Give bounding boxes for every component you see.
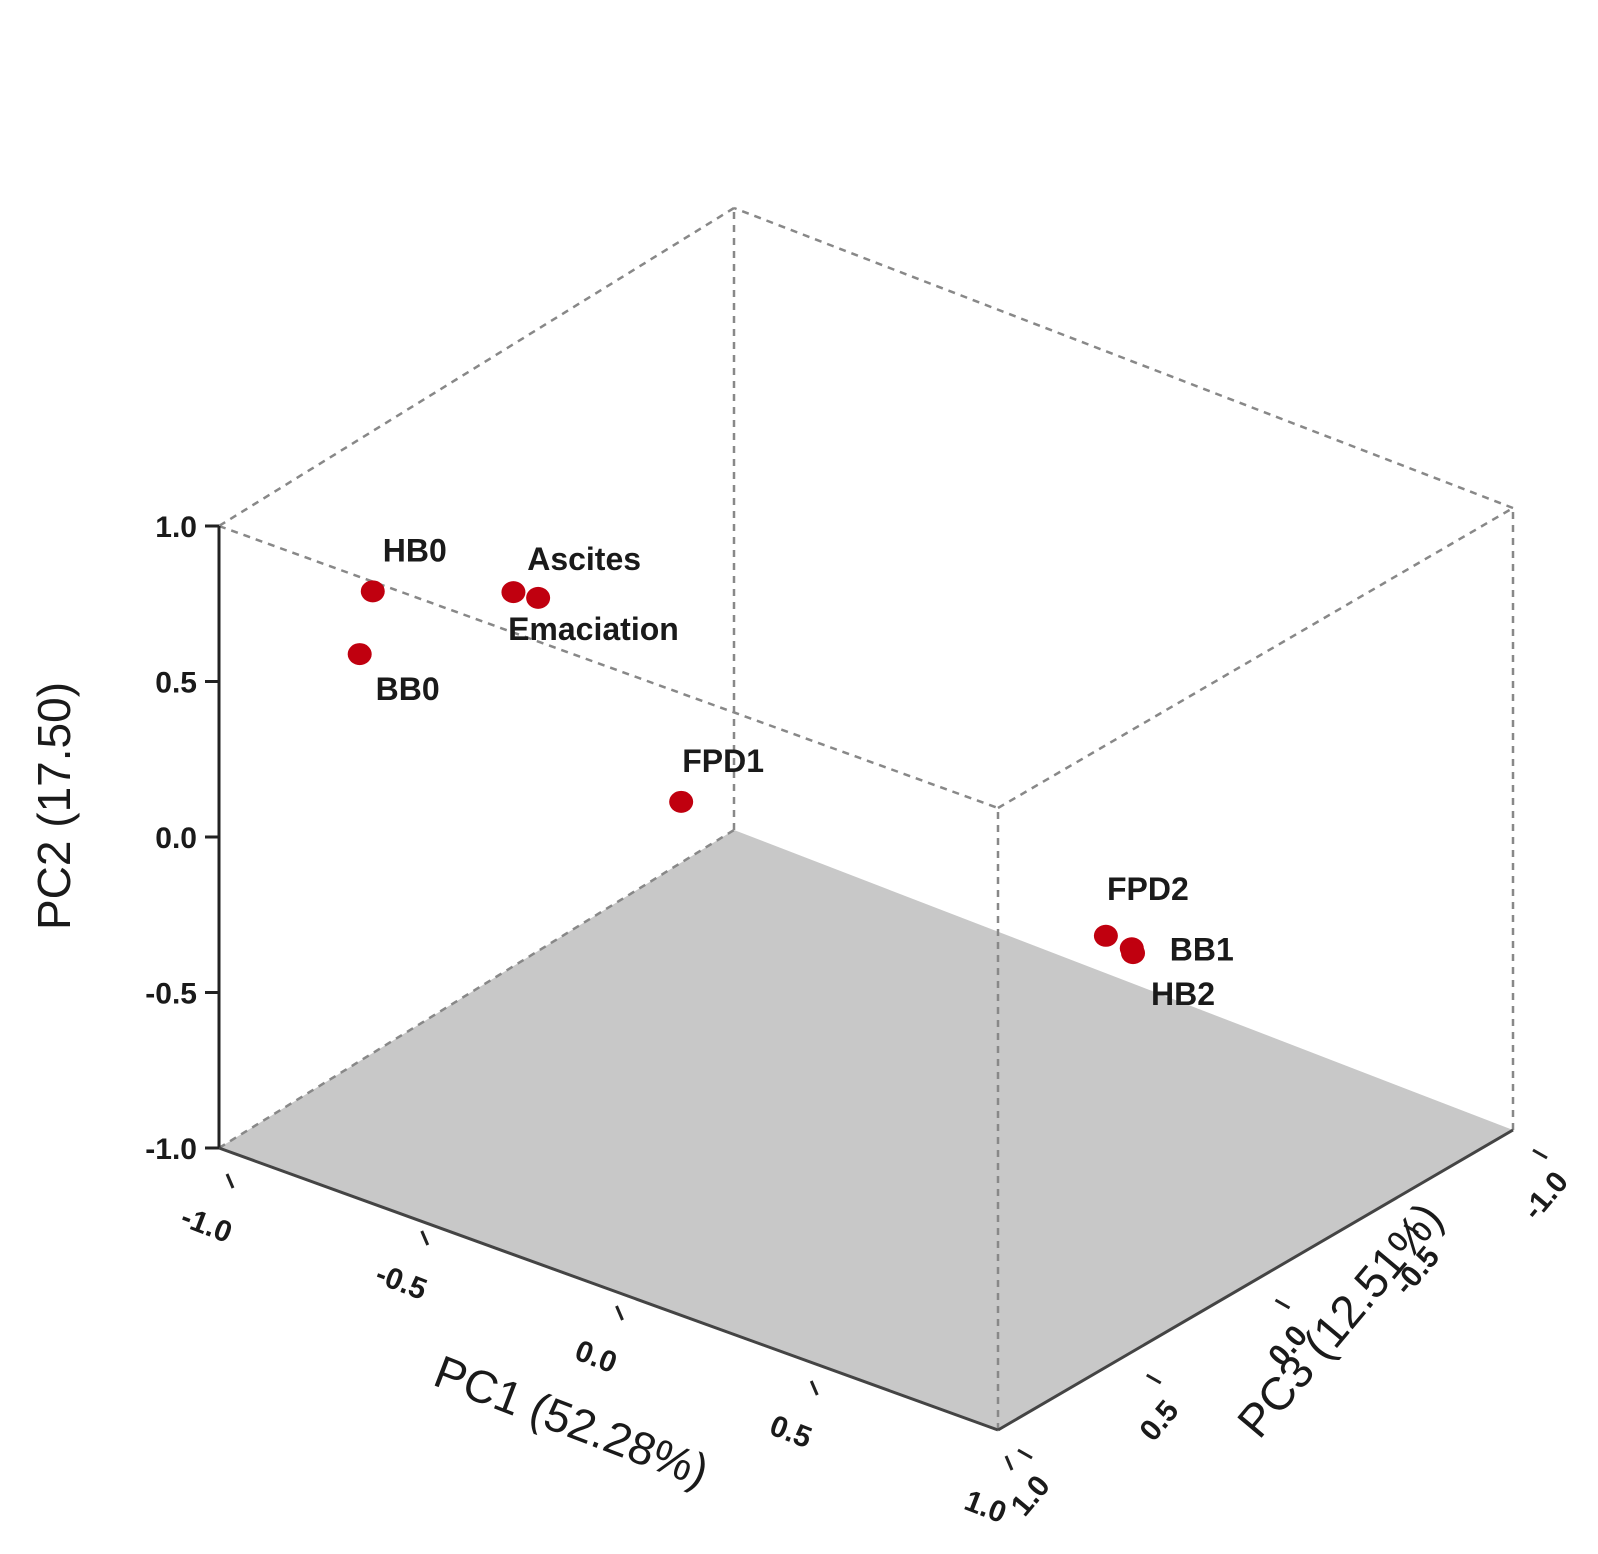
data-points (347, 580, 1146, 965)
x-tick (615, 1305, 624, 1321)
box-edge (997, 506, 1514, 810)
data-point-label: Emaciation (508, 611, 679, 647)
floor-plane (219, 830, 1513, 1430)
box-edge (733, 206, 1514, 510)
y-tick-label: -0.5 (145, 978, 197, 1011)
y-axis-title: PC2 (17.50) (28, 682, 80, 930)
box-edge (218, 206, 735, 528)
z-tick (1532, 1148, 1548, 1160)
y-tick-label: 0.5 (155, 667, 197, 700)
x-tick (420, 1230, 430, 1246)
x-tick-label: 1.0 (960, 1484, 1011, 1530)
z-tick (1146, 1373, 1162, 1385)
data-point-label: FPD2 (1107, 871, 1189, 907)
data-point (347, 643, 372, 666)
y-tick-label: 1.0 (155, 511, 197, 544)
z-tick (1017, 1448, 1033, 1460)
x-tick (225, 1173, 235, 1189)
data-point-labels: Ascites Emaciation HB0 BB0 FPD1 FPD2 BB1 HB2 (376, 532, 1234, 1012)
data-point-label: BB0 (376, 671, 440, 707)
x-tick (809, 1380, 819, 1396)
z-axis-line (997, 1128, 1514, 1432)
x-axis-line (218, 1146, 999, 1432)
data-point (1121, 942, 1146, 965)
data-point-label: FPD1 (682, 743, 764, 779)
data-point-label: BB1 (1170, 931, 1234, 967)
y-tick-label: 0.0 (155, 822, 197, 855)
z-tick-label: 0.5 (1133, 1394, 1185, 1447)
z-tick-label: -1.0 (1516, 1165, 1575, 1226)
data-point (360, 580, 385, 603)
x-tick-label: -0.5 (371, 1257, 431, 1306)
data-point (526, 586, 551, 609)
z-tick (1403, 1223, 1419, 1235)
data-point-label: HB2 (1151, 976, 1215, 1012)
z-tick (1274, 1298, 1291, 1310)
data-point (669, 790, 694, 813)
x-tick (1004, 1455, 1014, 1471)
y-tick-label: -1.0 (145, 1133, 197, 1166)
x-tick-label: 0.0 (571, 1334, 622, 1380)
box-edge (218, 524, 999, 810)
data-point-label: Ascites (527, 541, 641, 577)
axis-ticks (205, 524, 1548, 1471)
data-point (501, 581, 526, 604)
box-edge (218, 828, 735, 1150)
x-tick-label: 0.5 (765, 1409, 816, 1455)
data-point (1093, 924, 1118, 947)
data-point-label: HB0 (383, 532, 447, 568)
z-tick-label: 1.0 (1005, 1469, 1057, 1522)
x-tick-label: -1.0 (176, 1200, 236, 1249)
x-axis-title: PC1 (52.28%) (428, 1345, 716, 1497)
